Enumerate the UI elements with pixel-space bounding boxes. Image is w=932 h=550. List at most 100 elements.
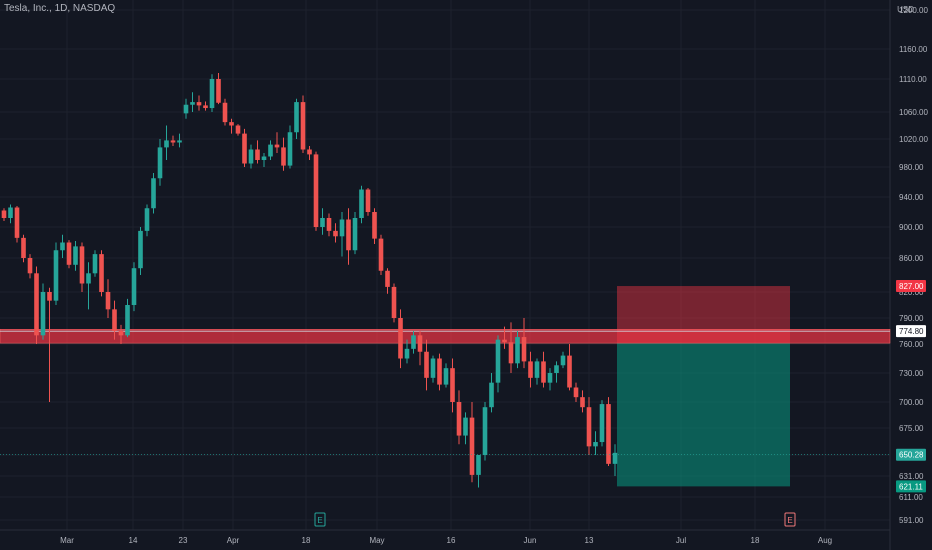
candle-body bbox=[8, 207, 13, 218]
price-axis-tick-label: 820.00 bbox=[899, 288, 924, 297]
candle-body bbox=[177, 140, 182, 143]
candle-body bbox=[92, 254, 98, 274]
candle-body bbox=[430, 358, 436, 378]
candle-body bbox=[248, 149, 254, 164]
candle-body bbox=[573, 387, 579, 398]
earnings-marker-past[interactable] bbox=[314, 512, 326, 527]
candle-body bbox=[352, 218, 358, 251]
candle-body bbox=[365, 189, 371, 212]
candle-body bbox=[391, 286, 397, 318]
candle-body bbox=[47, 292, 52, 301]
candle-body bbox=[125, 305, 130, 336]
candle-body bbox=[222, 102, 228, 123]
candle-body bbox=[450, 368, 455, 402]
candle-body bbox=[398, 318, 403, 359]
price-tag-target: 827.00 bbox=[899, 282, 924, 291]
time-axis-label: 13 bbox=[585, 536, 594, 545]
price-tag-stop-bg bbox=[896, 480, 926, 493]
candle-body bbox=[216, 79, 221, 103]
symbol-title[interactable]: Tesla, Inc., 1D, NASDAQ bbox=[4, 3, 116, 14]
candle-body bbox=[21, 237, 26, 258]
candle-body bbox=[482, 407, 488, 455]
candle-body bbox=[456, 402, 462, 436]
candle-body bbox=[53, 250, 59, 301]
time-axis-label: Jul bbox=[676, 536, 686, 545]
candle-body bbox=[502, 339, 507, 343]
candle-body bbox=[320, 218, 325, 227]
price-axis-tick-label: 1020.00 bbox=[899, 135, 928, 144]
candle-body bbox=[469, 417, 475, 475]
candle-body bbox=[326, 218, 332, 231]
candle-body bbox=[372, 212, 377, 239]
candle-body bbox=[287, 132, 293, 166]
price-tag-current-bg bbox=[896, 448, 926, 461]
candle-body bbox=[268, 144, 273, 157]
price-tag-current: 650.28 bbox=[899, 451, 924, 460]
candle-body bbox=[495, 339, 501, 383]
candle-body bbox=[476, 455, 481, 475]
candle-body bbox=[138, 230, 143, 269]
candle-body bbox=[346, 219, 351, 251]
candle-body bbox=[235, 125, 241, 134]
candle-body bbox=[164, 140, 169, 148]
candle-body bbox=[144, 208, 150, 231]
candle-body bbox=[151, 178, 156, 209]
price-axis-tick-label: 760.00 bbox=[899, 340, 924, 349]
candle-body bbox=[170, 140, 176, 143]
time-axis-label: 18 bbox=[302, 536, 311, 545]
candle-body bbox=[593, 442, 598, 447]
candle-body bbox=[157, 147, 163, 179]
candle-body bbox=[385, 270, 390, 287]
candle-body bbox=[443, 368, 449, 385]
time-axis-label: 18 bbox=[751, 536, 760, 545]
candle-body bbox=[183, 104, 189, 114]
candle-body bbox=[521, 337, 527, 362]
candle-body bbox=[66, 242, 72, 265]
candle-body bbox=[547, 373, 553, 383]
candle-body bbox=[359, 189, 364, 218]
candle-body bbox=[274, 144, 280, 148]
candle-body bbox=[118, 331, 124, 336]
time-axis-label: Mar bbox=[60, 536, 74, 545]
candle-body bbox=[534, 361, 540, 378]
candle-body bbox=[404, 348, 410, 359]
candle-body bbox=[489, 382, 494, 408]
time-axis-label: 14 bbox=[129, 536, 138, 545]
candle-body bbox=[508, 342, 514, 364]
candle-body bbox=[105, 292, 111, 310]
candle-body bbox=[463, 417, 468, 436]
resistance-zone[interactable] bbox=[0, 329, 891, 344]
candle-body bbox=[554, 365, 559, 373]
price-axis-tick-label: 611.00 bbox=[899, 493, 923, 502]
candle-body bbox=[339, 219, 345, 237]
candle-body bbox=[307, 149, 312, 155]
candle-body bbox=[281, 147, 286, 166]
candle-body bbox=[437, 358, 442, 385]
candle-body bbox=[1, 210, 7, 218]
candle-body bbox=[411, 335, 416, 349]
price-axis-tick-label: 860.00 bbox=[899, 254, 924, 263]
price-axis-tick-label: 980.00 bbox=[899, 163, 924, 172]
candle-body bbox=[190, 102, 195, 105]
candle-body bbox=[261, 156, 267, 160]
price-axis-tick-label: 1200.00 bbox=[899, 6, 928, 15]
candle-body bbox=[40, 292, 46, 336]
price-axis-tick-label: 900.00 bbox=[899, 223, 924, 232]
candle-body bbox=[14, 207, 20, 238]
candle-body bbox=[541, 361, 546, 383]
candle-body bbox=[34, 273, 39, 336]
candle-body bbox=[528, 361, 533, 378]
position-stop-zone[interactable] bbox=[617, 343, 790, 487]
price-tag-resistance-bg bbox=[896, 325, 926, 338]
price-axis-tick-label: 700.00 bbox=[899, 398, 924, 407]
price-axis-tick-label: 631.00 bbox=[899, 472, 924, 481]
candle-body bbox=[242, 133, 247, 164]
price-axis-tick-label: 591.00 bbox=[899, 516, 924, 525]
price-tag-resistance: 774.80 bbox=[899, 327, 924, 336]
candle-body bbox=[580, 397, 585, 408]
candle-body bbox=[417, 335, 423, 352]
candle-body bbox=[599, 404, 605, 443]
earnings-marker-upcoming[interactable] bbox=[784, 512, 796, 527]
